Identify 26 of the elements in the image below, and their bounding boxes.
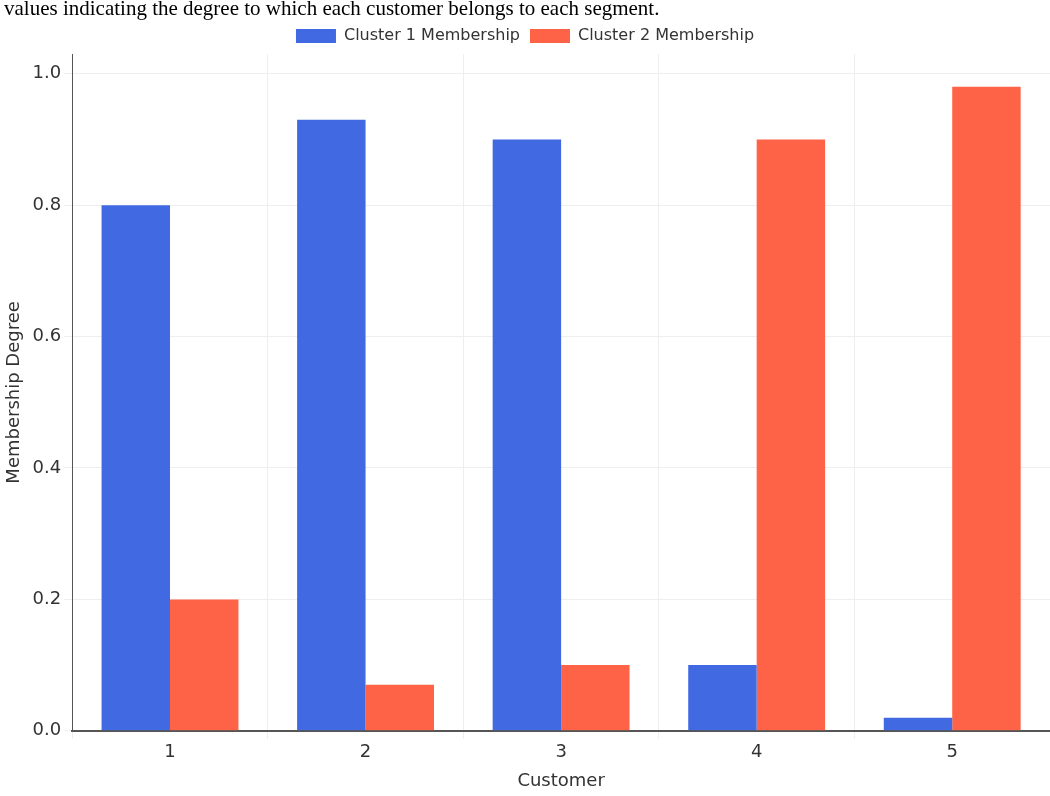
- bar: [688, 665, 757, 731]
- x-tick-label: 1: [164, 740, 176, 762]
- bar: [101, 205, 170, 731]
- legend-label: Cluster 2 Membership: [578, 25, 755, 45]
- bar: [170, 599, 239, 731]
- y-axis-title: Membership Degree: [2, 301, 24, 484]
- legend-label: Cluster 1 Membership: [343, 25, 520, 45]
- y-tick-label: 0.0: [32, 718, 62, 740]
- y-tick-label: 1.0: [32, 61, 62, 83]
- x-tick-label: 5: [946, 740, 958, 762]
- bar: [365, 684, 434, 731]
- x-tick-label: 3: [555, 740, 567, 762]
- y-tick-label: 0.6: [32, 324, 62, 346]
- x-axis-title: Customer: [517, 768, 606, 790]
- chart-subtitle: values indicating the degree to which each customer belongs to each segment.: [4, 0, 660, 21]
- bar: [561, 665, 630, 731]
- bar: [952, 86, 1021, 731]
- y-tick-label: 0.2: [32, 587, 62, 609]
- bar: [297, 119, 366, 731]
- bar: [883, 717, 953, 731]
- y-tick-label: 0.8: [32, 192, 62, 214]
- bar: [756, 139, 826, 731]
- y-tick-label: 0.4: [32, 455, 62, 477]
- x-tick-label: 4: [750, 740, 763, 762]
- x-tick-label: 2: [359, 740, 372, 762]
- bar: [492, 139, 562, 731]
